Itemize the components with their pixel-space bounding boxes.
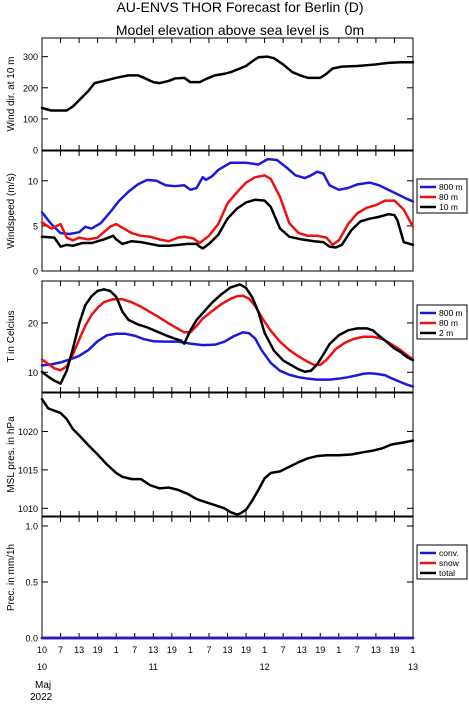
series-line-temperature-80-m [40,294,415,372]
x-tick-label: 13 [74,645,84,655]
y-tick-label-windspeed: 5 [33,221,38,231]
x-tick-label: 13 [371,645,381,655]
x-tick-label: 19 [167,645,177,655]
day-label: 11 [149,662,158,672]
y-tick-label-temperature: 20 [28,318,38,328]
y-tick-label-pressure: 1020 [18,427,38,437]
legend-label-temperature: 80 m [439,318,458,328]
x-tick-label: 7 [206,645,211,655]
x-tick-label: 19 [389,645,399,655]
y-tick-label-temperature: 10 [28,368,38,378]
legend-label-windspeed: 800 m [439,182,463,192]
x-tick-label: 7 [355,645,360,655]
y-tick-label-wind-dir: 100 [23,114,38,124]
y-tick-label-wind-dir: 200 [23,83,38,93]
chart-title-line2: Model elevation above sea level is 0m [116,22,364,38]
year-label: 2022 [30,692,53,701]
panel-frame-wind-dir [41,37,414,151]
y-tick-label-precipitation: 0.0 [25,634,38,644]
series-line-windspeed-800-m [40,157,415,236]
y-axis-label-precipitation: Prec. in mm/1h [6,544,17,611]
series-line-temperature-800-m [40,331,415,388]
series-line-pressure [40,397,415,516]
y-tick-label-pressure: 1015 [18,465,38,475]
x-tick-label: 1 [336,645,341,655]
panel-frame-precipitation [41,516,414,639]
x-tick-label: 1 [114,645,119,655]
legend-label-temperature: 2 m [439,328,453,338]
x-tick-label: 1 [262,645,267,655]
x-tick-label: 13 [297,645,307,655]
legend-label-precipitation: snow [439,558,460,568]
y-tick-label-precipitation: 1.0 [25,521,38,531]
month-label: Maj [35,680,51,691]
x-tick-label: 7 [132,645,137,655]
series-line-windspeed-10-m [40,198,415,250]
series-line-windspeed-80-m [40,174,415,247]
y-axis-label-pressure: MSL pres. in hPa [6,416,17,493]
day-label: 13 [408,662,418,672]
panel-frame-windspeed [41,150,414,272]
y-tick-label-windspeed: 10 [28,176,38,186]
y-axis-label-wind-dir: Wind dir. at 10 m [6,56,17,131]
legend-label-precipitation: total [439,568,455,578]
day-label: 12 [260,662,270,672]
chart-title-line1: AU-ENVS THOR Forecast for Berlin (D) [116,0,363,15]
x-tick-label: 7 [281,645,286,655]
x-tick-label: 10 [37,645,47,655]
day-label: 10 [37,662,47,672]
series-line-temperature-2-m [40,283,415,385]
y-tick-label-precipitation: 0.5 [25,577,38,587]
y-tick-label-windspeed: 0 [33,267,38,277]
legend-label-windspeed: 10 m [439,202,458,212]
x-tick-label: 19 [315,645,325,655]
x-tick-label: 1 [188,645,193,655]
x-tick-label: 13 [148,645,158,655]
series-line-wind-dir [40,55,415,112]
x-tick-label: 13 [222,645,232,655]
legend-label-precipitation: conv. [439,548,459,558]
y-axis-label-windspeed: Windspeed (m/s) [6,173,17,249]
y-axis-label-temperature: T in Celcius [6,310,17,362]
y-tick-label-wind-dir: 0 [33,146,38,156]
x-tick-label: 19 [241,645,251,655]
x-tick-label: 19 [93,645,103,655]
legend-label-temperature: 800 m [439,308,463,318]
x-tick-label: 7 [58,645,63,655]
legend-label-windspeed: 80 m [439,192,458,202]
x-tick-label: 1 [410,645,415,655]
y-tick-label-pressure: 1010 [18,504,38,514]
y-tick-label-wind-dir: 300 [23,52,38,62]
